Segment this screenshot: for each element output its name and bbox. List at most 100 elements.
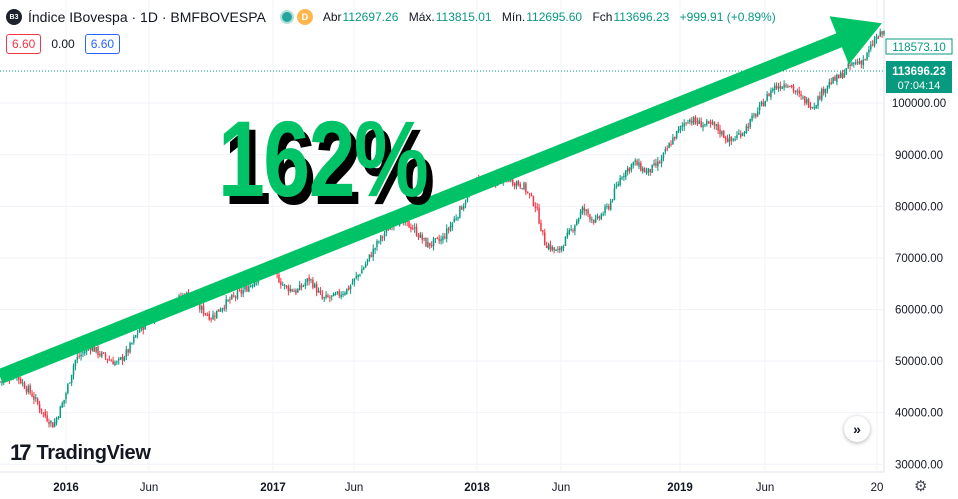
candle-body bbox=[576, 220, 578, 225]
candle-body bbox=[321, 293, 324, 299]
candle-body bbox=[557, 249, 559, 251]
indicator-mid-value: 0.00 bbox=[51, 37, 75, 51]
candle-body bbox=[683, 123, 685, 127]
candle-body bbox=[314, 283, 316, 288]
candle-body bbox=[379, 235, 382, 242]
candle-body bbox=[57, 416, 60, 419]
candle-body bbox=[67, 384, 69, 393]
candle-body bbox=[794, 90, 797, 92]
y-tick-label: 80000.00 bbox=[895, 201, 943, 213]
x-tick-label: Jun bbox=[552, 482, 571, 494]
candle-body bbox=[112, 360, 114, 365]
candle-body bbox=[723, 131, 725, 138]
candle-body bbox=[766, 94, 768, 101]
candle-body bbox=[841, 72, 844, 79]
candle-body bbox=[881, 31, 883, 35]
candle-body bbox=[525, 183, 527, 193]
candle-body bbox=[666, 148, 668, 150]
candle-body bbox=[860, 61, 863, 65]
current-price-label: 113696.23 bbox=[892, 66, 946, 78]
delayed-data-badge[interactable]: D bbox=[296, 9, 313, 25]
candle-body bbox=[308, 277, 310, 281]
candle-body bbox=[670, 144, 672, 146]
candle-body bbox=[660, 157, 663, 164]
candle-body bbox=[453, 218, 456, 223]
candle-body bbox=[108, 359, 111, 361]
candle-body bbox=[689, 119, 691, 123]
indicator-right-value[interactable]: 6.60 bbox=[84, 34, 121, 54]
candle-body bbox=[707, 122, 710, 124]
candle-body bbox=[838, 75, 840, 79]
indicator-left-value[interactable]: 6.60 bbox=[6, 34, 42, 54]
y-tick-label: 50000.00 bbox=[895, 356, 943, 368]
candle-body bbox=[758, 104, 761, 111]
candle-body bbox=[117, 358, 120, 361]
candle-body bbox=[738, 133, 740, 135]
candle-body bbox=[44, 411, 46, 417]
chart-header: B3 Índice IBovespa · 1D · BMFBOVESPA D A… bbox=[6, 8, 783, 26]
candle-body bbox=[291, 289, 293, 292]
candle-body bbox=[651, 164, 653, 173]
candle-body bbox=[513, 183, 516, 186]
open-label: Abr bbox=[322, 10, 342, 24]
candle-body bbox=[442, 236, 444, 241]
candle-body bbox=[853, 62, 855, 64]
market-open-icon[interactable] bbox=[279, 10, 294, 24]
tradingview-watermark[interactable]: 17 TradingView bbox=[10, 440, 151, 466]
candle-body bbox=[836, 74, 838, 82]
candle-body bbox=[832, 77, 834, 84]
candle-body bbox=[687, 122, 689, 124]
candle-body bbox=[672, 137, 674, 145]
scroll-to-realtime-button[interactable]: » bbox=[844, 416, 870, 442]
candle-body bbox=[104, 353, 107, 358]
candle-body bbox=[35, 397, 37, 399]
x-tick-label: 2016 bbox=[53, 482, 79, 494]
symbol-title[interactable]: Índice IBovespa · 1D · BMFBOVESPA bbox=[28, 9, 266, 25]
high-value: 113815.01 bbox=[435, 10, 492, 24]
candle-body bbox=[694, 116, 697, 123]
y-tick-label: 70000.00 bbox=[895, 253, 943, 265]
candle-body bbox=[704, 123, 706, 126]
candle-body bbox=[871, 44, 874, 46]
candle-body bbox=[657, 161, 659, 167]
candle-body bbox=[361, 269, 363, 274]
gear-icon[interactable]: ⚙ bbox=[914, 478, 928, 495]
candle-body bbox=[214, 315, 216, 317]
candle-body bbox=[566, 232, 569, 238]
candle-body bbox=[68, 382, 71, 384]
candle-body bbox=[451, 222, 454, 228]
candle-body bbox=[664, 149, 667, 152]
candle-body bbox=[29, 385, 31, 393]
candle-body bbox=[202, 305, 205, 314]
candle-body bbox=[696, 121, 699, 124]
candle-body bbox=[792, 86, 795, 91]
candle-body bbox=[740, 133, 742, 137]
candle-body bbox=[854, 62, 857, 64]
candle-body bbox=[240, 290, 243, 294]
candle-body bbox=[253, 282, 256, 287]
candle-body bbox=[84, 351, 86, 354]
candle-body bbox=[413, 227, 416, 229]
candle-body bbox=[129, 343, 131, 353]
candle-body bbox=[78, 355, 80, 357]
candle-body bbox=[626, 168, 629, 172]
candle-body bbox=[579, 211, 582, 219]
candle-body bbox=[785, 85, 787, 87]
candle-body bbox=[847, 64, 849, 68]
candle-body bbox=[560, 246, 563, 251]
candle-body bbox=[53, 422, 56, 427]
candle-body bbox=[641, 168, 644, 172]
candle-body bbox=[436, 237, 439, 239]
candle-body bbox=[868, 49, 870, 53]
candle-body bbox=[48, 421, 50, 425]
candle-body bbox=[138, 329, 141, 333]
candle-body bbox=[408, 221, 410, 228]
candle-body bbox=[583, 207, 586, 211]
candle-body bbox=[783, 84, 785, 88]
candle-body bbox=[790, 85, 793, 88]
candle-body bbox=[851, 62, 853, 66]
candle-body bbox=[295, 290, 297, 294]
candle-body bbox=[600, 214, 603, 220]
candle-body bbox=[636, 160, 638, 166]
